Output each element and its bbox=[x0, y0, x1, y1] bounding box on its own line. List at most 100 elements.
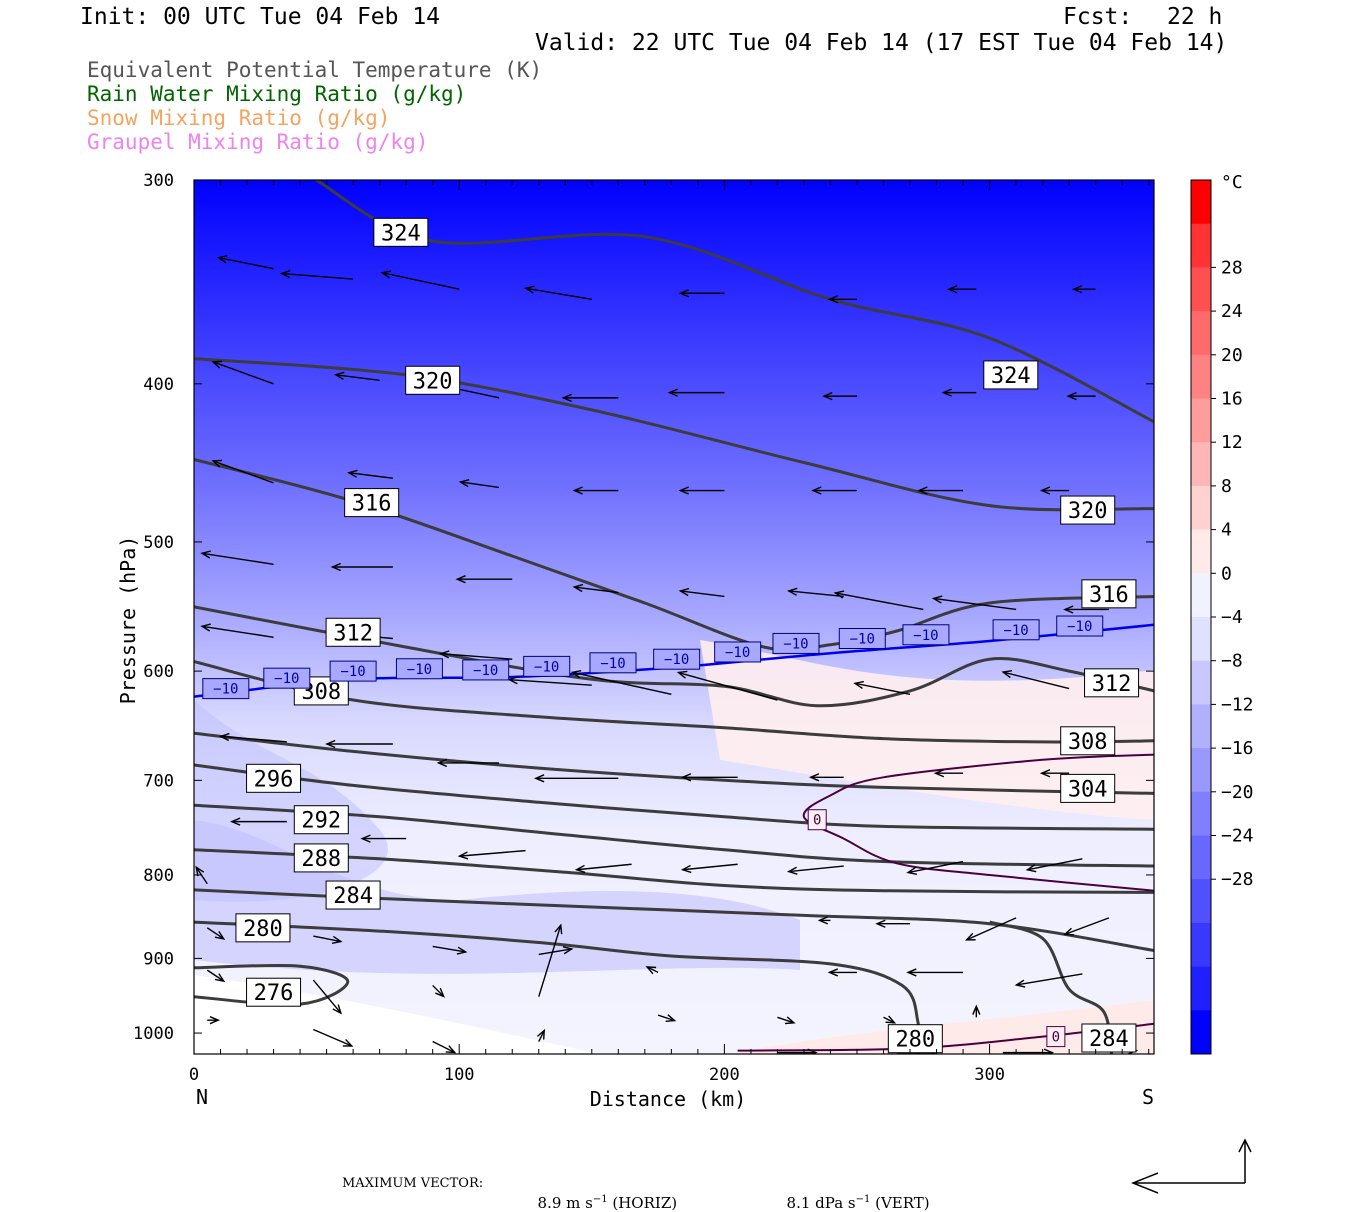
colorbar-swatch bbox=[1191, 573, 1211, 618]
theta-e-label: 284 bbox=[1081, 1023, 1137, 1053]
wind-vector-shaft bbox=[440, 653, 513, 660]
wind-vector bbox=[574, 863, 632, 874]
colorbar-tick-label: 8 bbox=[1221, 476, 1232, 497]
x-end-label-north: N bbox=[196, 1085, 208, 1109]
theta-e-label-text: 308 bbox=[1068, 730, 1108, 755]
wind-vector-shaft bbox=[220, 735, 287, 743]
theta-e-label: 316 bbox=[1081, 579, 1137, 609]
wind-vector bbox=[458, 478, 500, 489]
wind-vector-head bbox=[211, 459, 223, 468]
wind-vector bbox=[1071, 285, 1096, 294]
wind-vector bbox=[1063, 605, 1109, 614]
wind-vector-shaft bbox=[348, 472, 393, 479]
wind-vector-shaft bbox=[854, 682, 911, 696]
theta-e-label-text: 296 bbox=[254, 767, 294, 792]
isotherm-label-box bbox=[992, 619, 1040, 641]
wind-vector-shaft bbox=[788, 865, 844, 873]
colorbar-tick-label: −24 bbox=[1221, 826, 1254, 847]
wind-vector-head bbox=[827, 968, 839, 977]
theta-e-label-text: 312 bbox=[333, 621, 373, 646]
wind-vector-head bbox=[931, 595, 943, 604]
wind-vector-head bbox=[885, 1015, 897, 1024]
wind-vector-head bbox=[331, 935, 343, 945]
isotherm-label-box bbox=[462, 659, 510, 681]
wind-vector-head bbox=[1063, 927, 1074, 936]
wind-vector-head bbox=[211, 360, 223, 369]
wind-vector-head bbox=[808, 773, 820, 782]
wind-vector bbox=[380, 270, 460, 290]
wind-vector bbox=[676, 670, 778, 701]
wind-vector bbox=[1001, 670, 1070, 690]
x-tick-label: 0 bbox=[189, 1065, 199, 1085]
theta-e-label-text: 280 bbox=[243, 917, 283, 942]
wind-vector bbox=[536, 1028, 546, 1042]
wind-vector bbox=[827, 968, 857, 977]
isotherm-label: −10 bbox=[653, 648, 701, 670]
colorbar-swatch bbox=[1191, 267, 1211, 312]
wind-vector-head bbox=[457, 851, 469, 860]
theta-e-label-box bbox=[405, 365, 461, 395]
max-vector-label: MAXIMUM VECTOR: bbox=[342, 1176, 484, 1191]
wind-vector-head bbox=[680, 773, 692, 782]
isotherm-label-box bbox=[329, 660, 377, 682]
theta-e-label: 320 bbox=[405, 365, 461, 395]
temperature-colorbar: °C 28 24 20 16 12 8 4 0 −4 −8 −12 −16 −20 −24 −28 bbox=[1190, 172, 1254, 1055]
wind-vector bbox=[206, 927, 226, 940]
wind-vector-shaft bbox=[538, 1030, 545, 1042]
wind-vector bbox=[667, 388, 725, 397]
wind-vector-shaft bbox=[432, 945, 466, 953]
isotherm-label-text: −10 bbox=[340, 664, 365, 680]
wind-vector bbox=[947, 285, 977, 294]
wind-vector-head bbox=[380, 270, 392, 279]
isotherm-label: −10 bbox=[589, 652, 637, 674]
theta-e-label-box bbox=[1081, 1023, 1137, 1053]
wind-vector-head bbox=[570, 670, 582, 679]
isotherm-label-box bbox=[653, 648, 701, 670]
colorbar-swatch bbox=[1191, 529, 1211, 574]
colorbar-tick-label: −20 bbox=[1221, 782, 1254, 803]
colorbar-swatch bbox=[1191, 442, 1211, 487]
wind-vector bbox=[906, 860, 964, 876]
theta-e-label: 324 bbox=[983, 360, 1039, 390]
wind-vector-head bbox=[817, 916, 829, 925]
y-tick-label: 700 bbox=[143, 771, 174, 791]
wind-vector-head bbox=[458, 478, 470, 488]
isotherm-label-box bbox=[807, 809, 827, 831]
wind-vector-head bbox=[678, 486, 689, 495]
x-tick-label: 300 bbox=[974, 1065, 1005, 1085]
wind-vector-head bbox=[209, 1016, 221, 1025]
max-vector-vert-suffix: (VERT) bbox=[870, 1194, 930, 1212]
wind-vector-shaft bbox=[195, 866, 208, 885]
wind-vector-head bbox=[676, 670, 688, 679]
wind-vector-head bbox=[360, 834, 371, 843]
wind-vector-shaft bbox=[382, 272, 460, 290]
wind-vector-shaft bbox=[680, 590, 725, 598]
wind-vector-shaft bbox=[1027, 858, 1083, 871]
wind-vector-shaft bbox=[835, 592, 924, 611]
isotherm-label: −10 bbox=[329, 660, 377, 682]
wind-vector-head bbox=[200, 623, 211, 632]
wind-vector bbox=[853, 680, 911, 696]
wind-vector bbox=[1039, 769, 1070, 778]
theta-e-label: 292 bbox=[293, 805, 349, 835]
theta-e-label: 312 bbox=[1084, 668, 1140, 698]
theta-e-contour-280 bbox=[194, 920, 921, 1054]
wind-vector bbox=[200, 550, 274, 565]
wind-vector-head bbox=[1071, 285, 1083, 294]
wind-vector-shaft bbox=[212, 460, 274, 484]
wind-vector-head bbox=[435, 987, 445, 998]
wind-vector-head bbox=[214, 930, 226, 940]
wind-vector bbox=[325, 739, 393, 749]
x-tick-label: 200 bbox=[709, 1065, 740, 1085]
reference-vector-icon bbox=[1130, 1138, 1252, 1194]
colorbar-swatch bbox=[1191, 835, 1211, 880]
wind-vector-shaft bbox=[1002, 671, 1070, 690]
theta-e-label-box bbox=[246, 763, 302, 793]
theta-e-label: 312 bbox=[325, 617, 381, 647]
wind-vector-head bbox=[455, 575, 466, 584]
wind-vector bbox=[777, 1016, 796, 1025]
isotherm-label-text: −10 bbox=[473, 663, 498, 679]
colorbar-swatch bbox=[1191, 398, 1211, 443]
colorbar-swatch bbox=[1191, 617, 1211, 662]
wind-vector bbox=[534, 774, 619, 783]
